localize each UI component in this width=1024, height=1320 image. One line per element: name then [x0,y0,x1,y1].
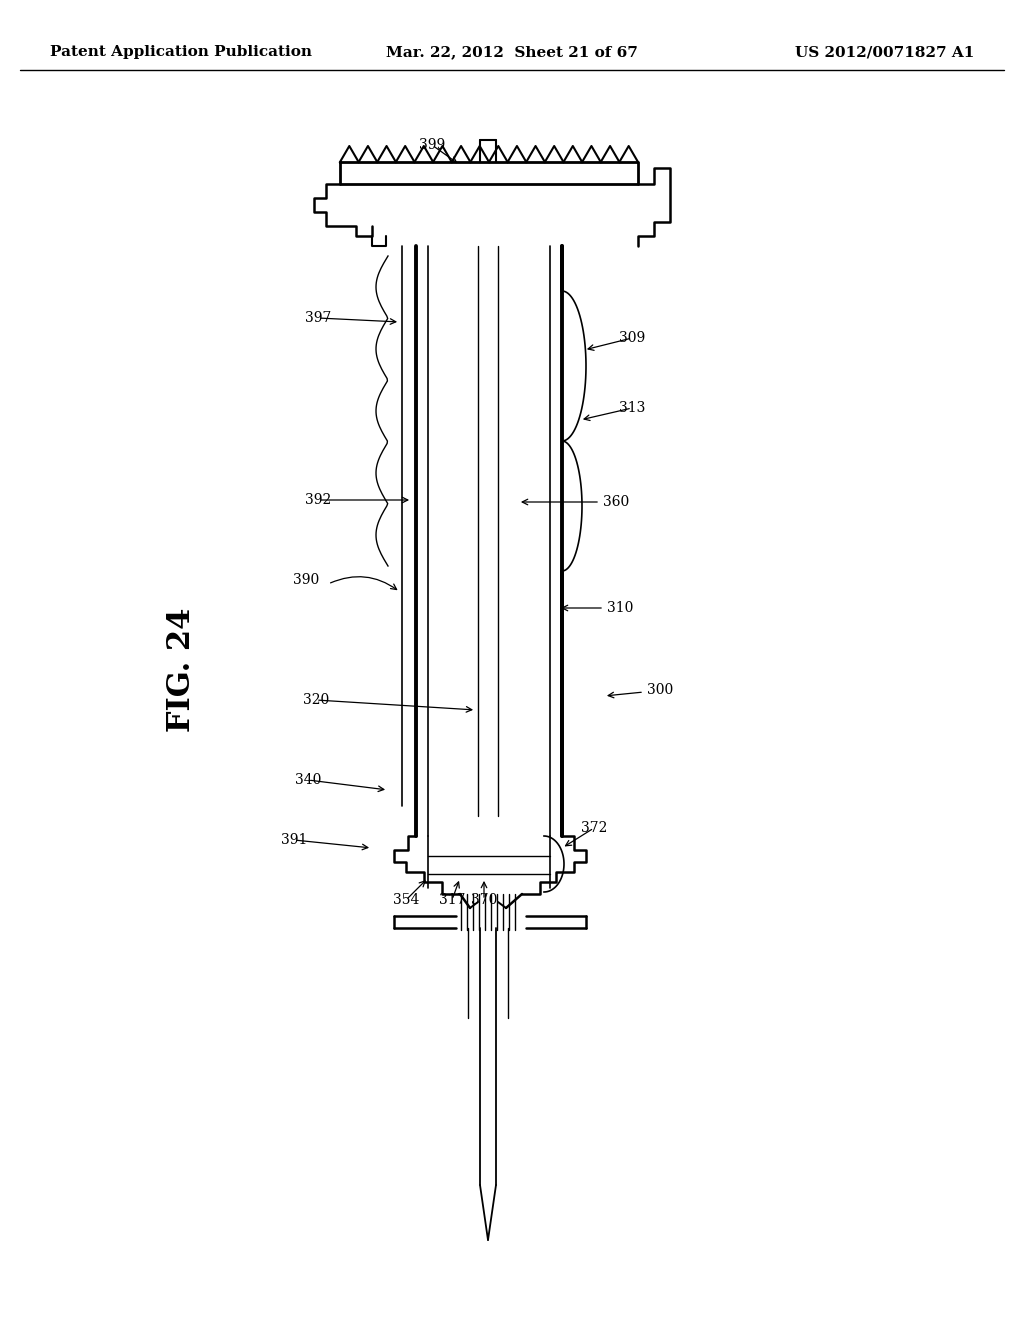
Text: 360: 360 [603,495,629,510]
Text: 313: 313 [618,401,645,414]
Text: 317: 317 [438,894,465,907]
Text: 372: 372 [581,821,607,836]
Text: 370: 370 [471,894,498,907]
Text: US 2012/0071827 A1: US 2012/0071827 A1 [795,45,974,59]
Text: 340: 340 [295,774,322,787]
Text: 399: 399 [419,139,445,152]
Text: Patent Application Publication: Patent Application Publication [50,45,312,59]
Text: Mar. 22, 2012  Sheet 21 of 67: Mar. 22, 2012 Sheet 21 of 67 [386,45,638,59]
Text: 354: 354 [393,894,419,907]
Text: 390: 390 [293,573,319,587]
Text: 392: 392 [305,492,331,507]
Text: 391: 391 [281,833,307,847]
Text: 320: 320 [303,693,329,708]
Text: FIG. 24: FIG. 24 [167,607,198,733]
Text: 310: 310 [607,601,633,615]
Text: 309: 309 [618,331,645,345]
Text: 300: 300 [647,682,673,697]
Text: 397: 397 [305,312,331,325]
